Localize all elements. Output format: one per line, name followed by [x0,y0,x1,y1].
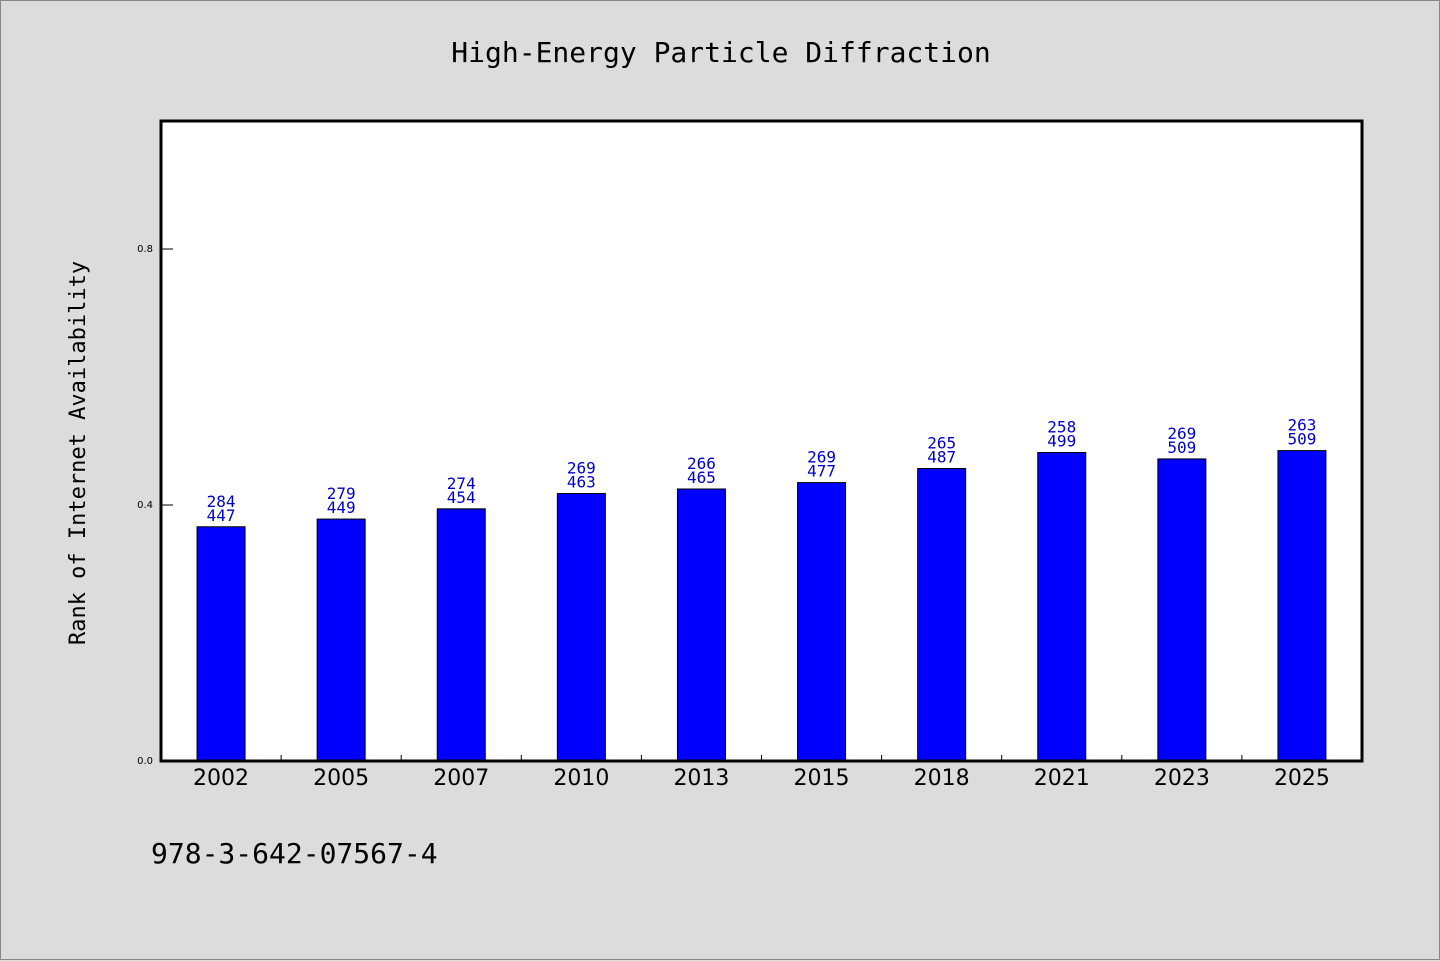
data-label-top: 269 [807,448,836,467]
data-label-bottom: 487 [927,448,956,467]
data-label-bottom: 463 [567,472,596,491]
y-tick-label: 0.0 [137,756,153,767]
x-tick-label: 2015 [794,766,850,791]
data-label-top: 284 [207,492,236,511]
chart-title: High-Energy Particle Diffraction [451,36,990,69]
y-tick-label: 0.4 [137,500,153,511]
isbn-footer: 978-3-642-07567-4 [151,837,438,870]
data-label-bottom: 465 [687,468,716,487]
x-tick-label: 2005 [313,766,369,791]
bar-2002 [196,526,246,762]
data-labels: 2844472794492744542694632664652694772654… [207,416,1317,525]
x-tick-label: 2021 [1034,766,1090,791]
data-label-top: 263 [1287,416,1316,435]
data-label-bottom: 509 [1167,438,1196,457]
data-label-bottom: 454 [447,488,476,507]
y-axis-label: Rank of Internet Availability [66,261,91,645]
x-tick-label: 2007 [433,766,489,791]
x-tick-label: 2013 [673,766,729,791]
bar-2013 [676,488,726,762]
data-label-bottom: 477 [807,462,836,481]
x-tick-label: 2010 [553,766,609,791]
data-label-bottom: 449 [327,498,356,517]
bar-2023 [1157,458,1207,762]
x-tick-label: 2025 [1274,766,1330,791]
data-label-top: 269 [567,458,596,477]
x-tick-label: 2002 [193,766,249,791]
data-label-bottom: 499 [1047,432,1076,451]
bar-2015 [797,482,847,762]
data-label-top: 266 [687,454,716,473]
data-label-top: 279 [327,484,356,503]
bars [196,450,1327,762]
bar-2010 [556,492,606,762]
bar-2007 [436,508,486,762]
bar-2018 [917,468,967,762]
x-axis: 2002 2005 2007 2010 2013 2015 2018 2021 2023 2025 [193,755,1330,791]
bar-2005 [316,518,366,762]
plot-border [159,119,1364,763]
x-tick-label: 2023 [1154,766,1210,791]
bar-2025 [1277,450,1327,762]
data-label-bottom: 447 [207,506,236,525]
bar-2021 [1037,452,1087,762]
data-label-bottom: 509 [1287,430,1316,449]
x-tick-label: 2018 [914,766,970,791]
data-label-top: 265 [927,434,956,453]
data-label-top: 269 [1167,424,1196,443]
data-label-top: 274 [447,474,476,493]
y-tick-label: 0.8 [137,244,153,255]
data-label-top: 258 [1047,418,1076,437]
